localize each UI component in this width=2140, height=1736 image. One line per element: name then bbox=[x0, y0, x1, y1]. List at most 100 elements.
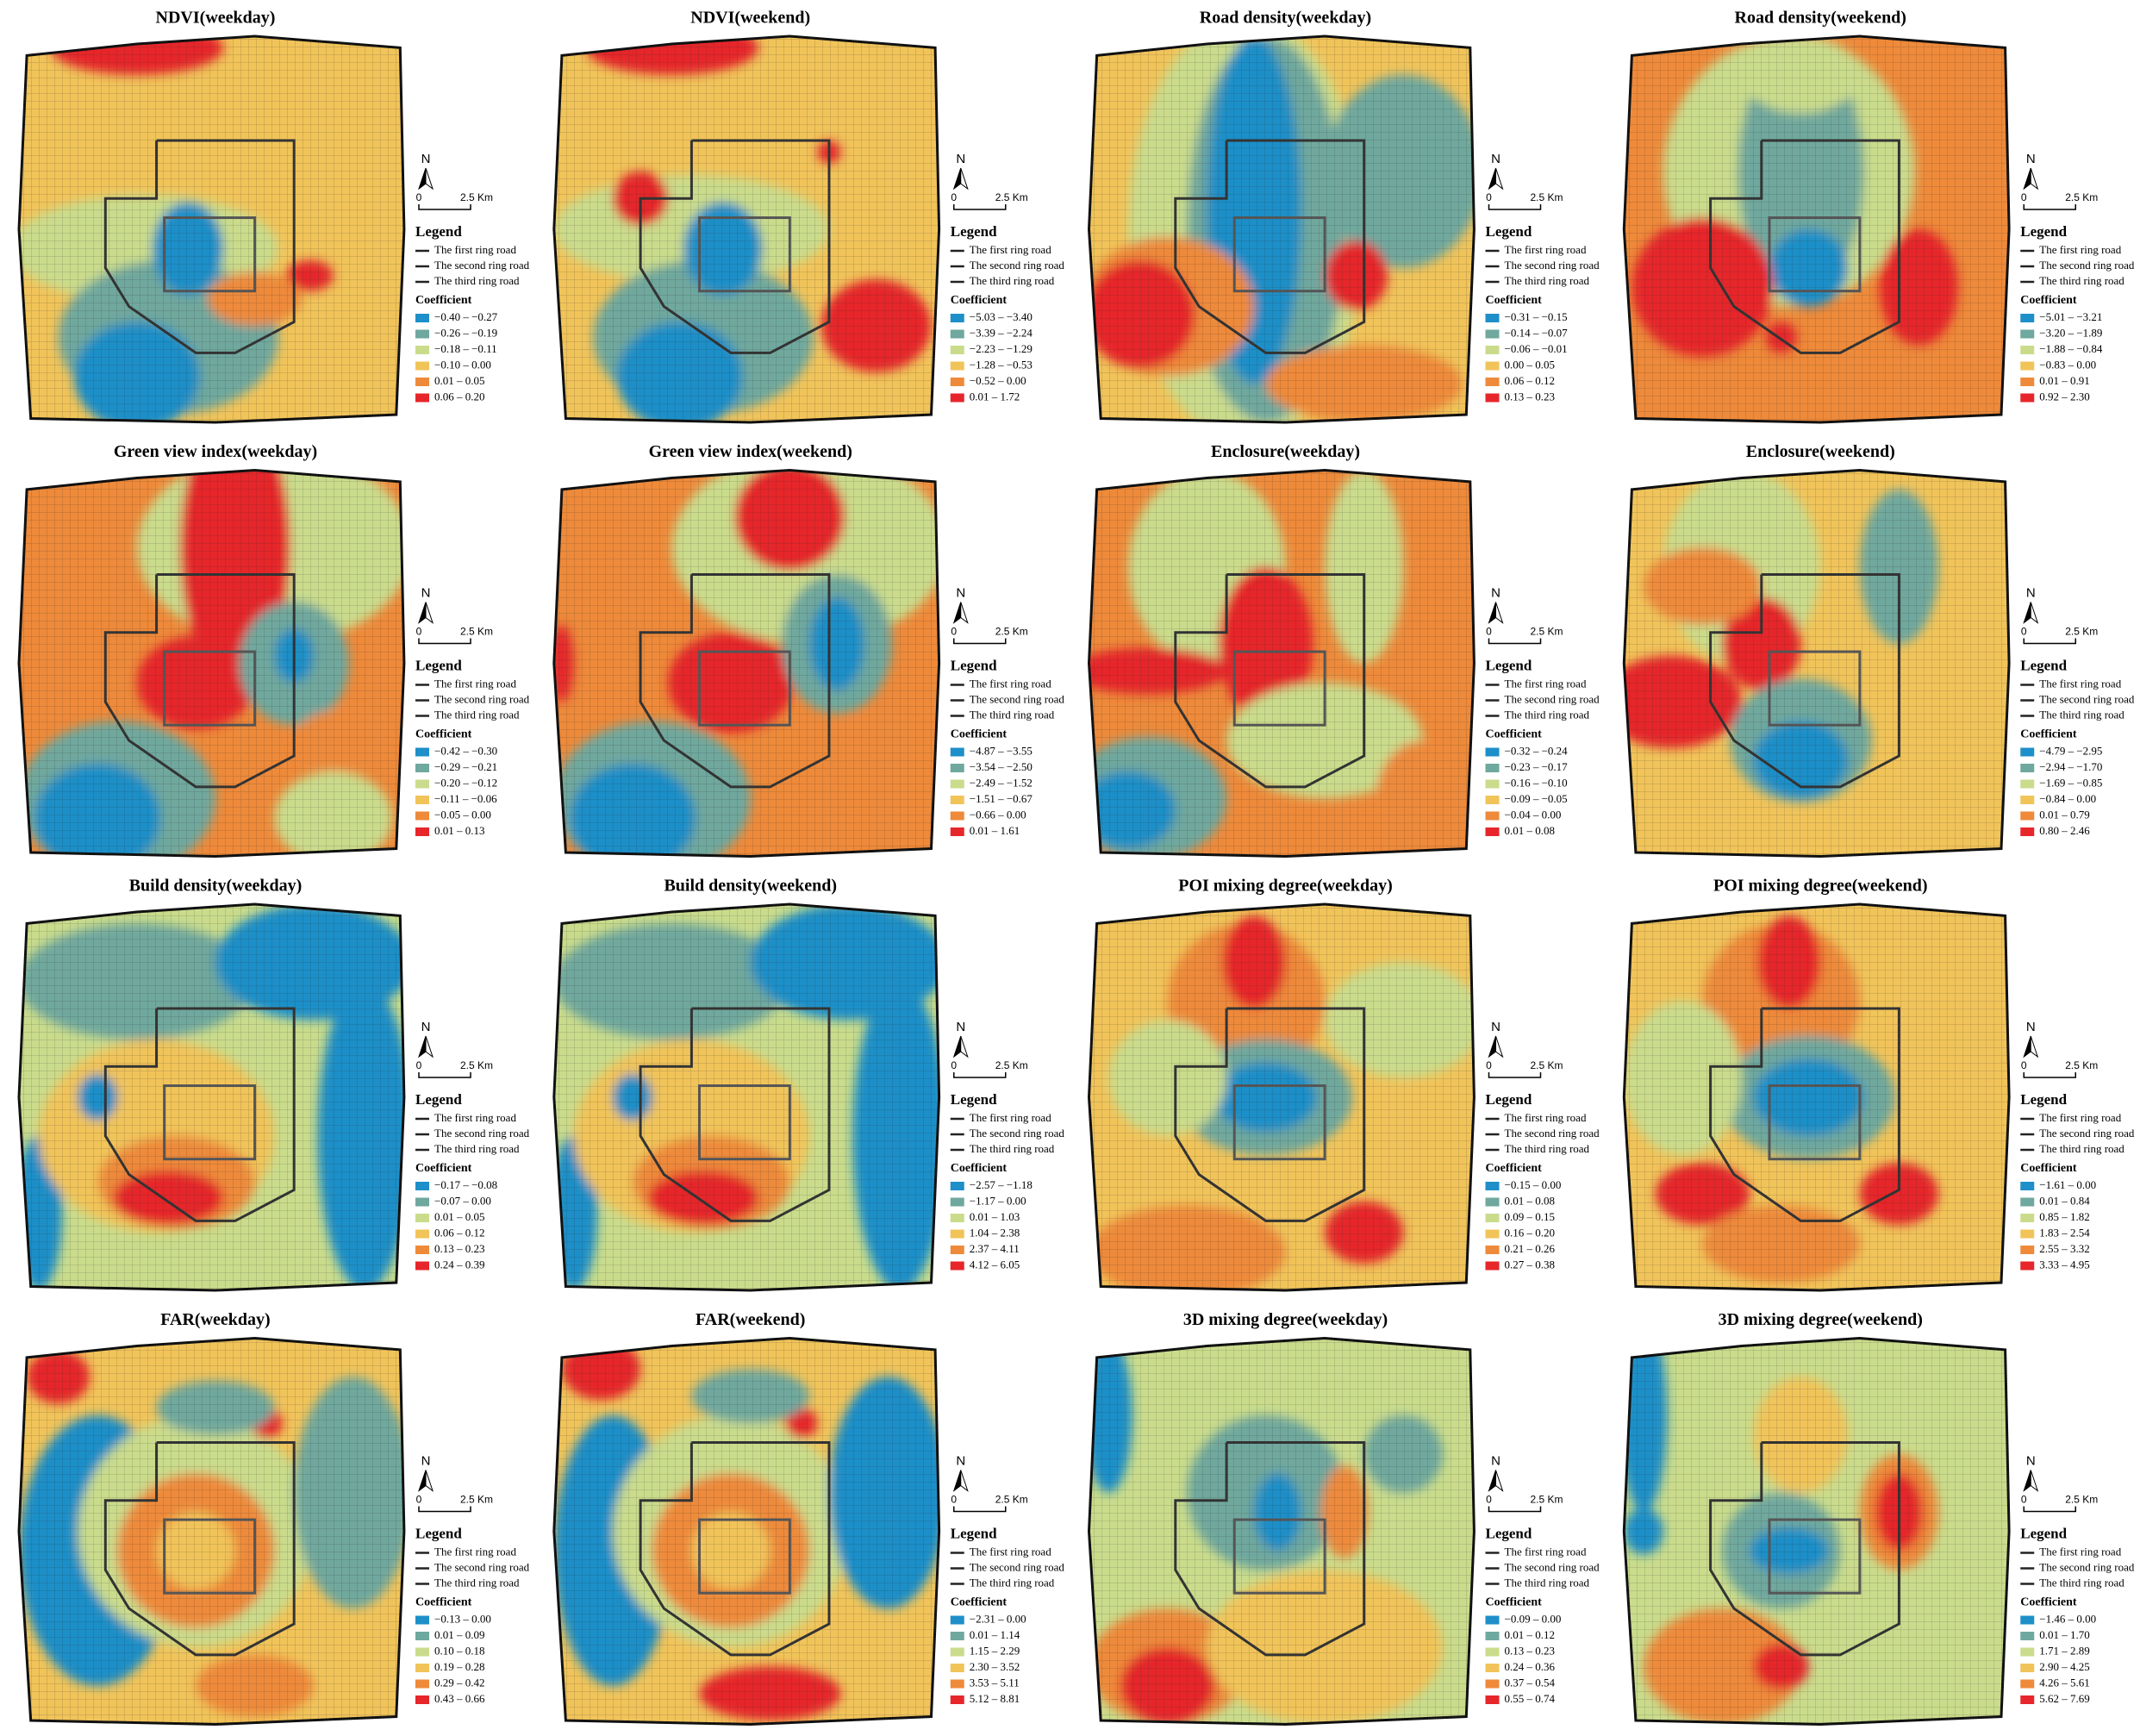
north-arrow bbox=[1488, 1035, 1496, 1058]
legend-swatch bbox=[415, 1214, 429, 1222]
legend-label: The second ring road bbox=[434, 1127, 530, 1140]
legend-swatch bbox=[415, 1632, 429, 1640]
north-arrow bbox=[2023, 1035, 2031, 1058]
class-label: −0.11 – −0.06 bbox=[434, 792, 497, 805]
legend-swatch bbox=[2020, 747, 2035, 757]
cell-grid bbox=[553, 470, 939, 857]
north-label: N bbox=[1491, 1020, 1500, 1034]
legend-swatch bbox=[2020, 393, 2035, 403]
legend-swatch bbox=[1485, 329, 1500, 339]
cell-grid bbox=[19, 470, 404, 857]
north-label: N bbox=[2026, 585, 2036, 600]
class-label: −0.31 – −0.15 bbox=[1505, 310, 1568, 323]
class-label: 0.01 – 0.08 bbox=[1505, 1194, 1556, 1207]
coefficient-title: Coefficient bbox=[1486, 294, 1543, 307]
legend-swatch bbox=[415, 811, 429, 821]
legend-swatch bbox=[950, 1615, 964, 1625]
legend-swatch bbox=[2020, 1246, 2035, 1254]
map-panel: 3D mixing degree(weekend) N 0 2.5 Km Legend T… bbox=[1622, 1310, 2135, 1727]
class-label: −1.28 – −0.53 bbox=[970, 358, 1033, 371]
class-label: −0.13 – 0.00 bbox=[434, 1612, 491, 1625]
scale-bar bbox=[953, 1072, 1007, 1078]
map-surface bbox=[553, 36, 939, 422]
class-label: 3.53 – 5.11 bbox=[970, 1676, 1020, 1689]
class-label: 0.13 – 0.23 bbox=[1505, 1644, 1556, 1657]
map-surface bbox=[19, 1338, 404, 1725]
legend-title: Legend bbox=[415, 1525, 462, 1541]
north-arrow bbox=[952, 167, 962, 190]
legend-swatch bbox=[2020, 1261, 2035, 1271]
legend-label: The first ring road bbox=[970, 677, 1051, 690]
map-panel: FAR(weekend) N 0 2.5 Km Legend The first ring… bbox=[552, 1310, 1064, 1727]
panel-title: Build density(weekend) bbox=[664, 877, 837, 896]
class-label: 0.92 – 2.30 bbox=[2039, 390, 2090, 403]
scale-label: 2.5 Km bbox=[2065, 1494, 2098, 1506]
class-label: 0.24 – 0.39 bbox=[434, 1258, 485, 1271]
legend-swatch bbox=[950, 1214, 964, 1222]
legend-swatch bbox=[2020, 329, 2035, 339]
scale-bar bbox=[1488, 1506, 1542, 1513]
legend-swatch bbox=[415, 796, 429, 804]
north-arrow-half bbox=[1495, 1470, 1504, 1492]
legend-swatch bbox=[415, 827, 429, 836]
north-arrow-half bbox=[2030, 167, 2039, 190]
map-panel: Road density(weekday) N 0 2.5 Km Legend The f… bbox=[1087, 9, 1600, 424]
legend-swatch bbox=[950, 796, 964, 804]
north-arrow-half bbox=[1495, 602, 1504, 624]
legend-label: The first ring road bbox=[970, 1545, 1051, 1558]
class-label: 0.00 – 0.05 bbox=[1505, 358, 1556, 371]
class-label: 0.06 – 0.12 bbox=[1505, 374, 1556, 387]
legend-swatch bbox=[415, 346, 429, 354]
legend-swatch bbox=[1485, 1632, 1500, 1640]
map-surface bbox=[1624, 36, 2010, 422]
coefficient-title: Coefficient bbox=[951, 294, 1008, 307]
map-surface bbox=[19, 470, 404, 857]
legend-swatch bbox=[2020, 1664, 2035, 1672]
scale-zero: 0 bbox=[1486, 1494, 1492, 1506]
scale-bar bbox=[418, 638, 471, 645]
third-ring-road bbox=[1174, 139, 1366, 354]
class-label: −1.46 – 0.00 bbox=[2039, 1612, 2096, 1625]
study-boundary bbox=[1622, 34, 2011, 424]
map-surface bbox=[19, 36, 404, 422]
third-ring-road bbox=[1174, 1007, 1366, 1222]
third-ring-road bbox=[1709, 1007, 1900, 1222]
class-label: −0.42 – −0.30 bbox=[434, 744, 497, 757]
class-label: −0.10 – 0.00 bbox=[434, 358, 491, 371]
class-label: 0.01 – 0.05 bbox=[434, 1210, 485, 1223]
legend-label: The third ring road bbox=[1505, 708, 1590, 721]
study-boundary bbox=[552, 902, 941, 1292]
map-surface bbox=[1089, 904, 1475, 1290]
class-label: 1.83 – 2.54 bbox=[2039, 1226, 2090, 1239]
north-arrow-half bbox=[2030, 1470, 2039, 1492]
class-label: −2.57 – −1.18 bbox=[970, 1178, 1033, 1191]
legend-label: The second ring road bbox=[1505, 1560, 1600, 1573]
cell-grid bbox=[19, 36, 404, 422]
legend-label: The first ring road bbox=[434, 1545, 516, 1558]
map-panel: POI mixing degree(weekend) N 0 2.5 Km Legend… bbox=[1622, 877, 2135, 1292]
scale-label: 2.5 Km bbox=[2065, 1059, 2098, 1071]
legend-swatch bbox=[2020, 378, 2035, 386]
scale-label: 2.5 Km bbox=[460, 191, 493, 203]
legend-label: The first ring road bbox=[2039, 1111, 2121, 1124]
north-arrow-half bbox=[425, 602, 434, 624]
scale-bar bbox=[953, 204, 1007, 210]
legend-swatch bbox=[415, 1197, 429, 1207]
class-label: −0.07 – 0.00 bbox=[434, 1194, 491, 1207]
legend-label: The first ring road bbox=[1505, 1111, 1587, 1124]
study-boundary bbox=[17, 902, 406, 1292]
legend-swatch bbox=[950, 393, 964, 403]
legend-label: The third ring road bbox=[2039, 1576, 2124, 1589]
legend-swatch bbox=[415, 779, 429, 789]
legend-label: The second ring road bbox=[1505, 1127, 1600, 1140]
legend-label: The third ring road bbox=[970, 1576, 1055, 1589]
legend-label: The second ring road bbox=[434, 692, 530, 705]
north-arrow bbox=[2023, 1470, 2031, 1492]
legend-label: The third ring road bbox=[434, 1576, 520, 1589]
second-ring-road bbox=[1768, 1518, 1862, 1595]
scale-bar bbox=[1488, 1072, 1542, 1078]
legend-title: Legend bbox=[415, 1091, 462, 1108]
class-label: 0.24 – 0.36 bbox=[1505, 1660, 1556, 1673]
legend-swatch bbox=[1485, 346, 1500, 354]
